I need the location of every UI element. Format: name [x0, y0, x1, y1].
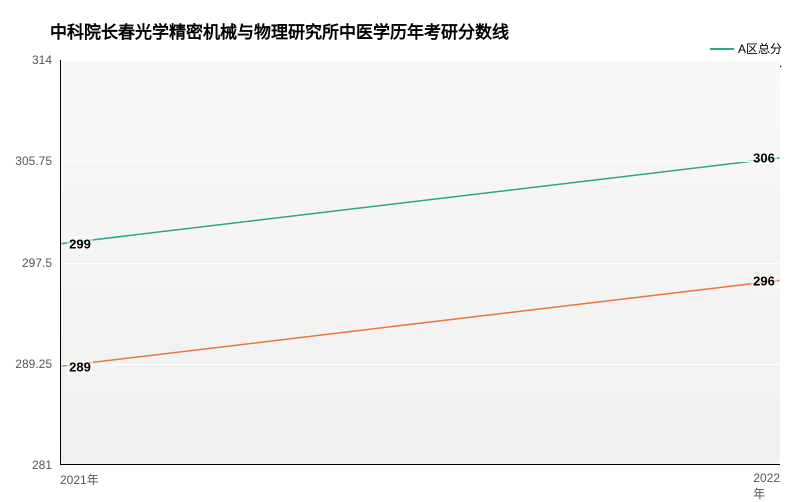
data-point-label: 289 — [67, 359, 93, 374]
legend-item-a: A区总分 — [710, 40, 782, 57]
data-point-label: 306 — [751, 151, 777, 166]
series-line-0 — [61, 158, 779, 244]
gridline — [61, 60, 780, 61]
gridline — [61, 263, 780, 264]
chart-title: 中科院长春光学精密机械与物理研究所中医学历年考研分数线 — [50, 18, 509, 43]
gridline — [61, 364, 780, 365]
legend-swatch-a — [710, 48, 734, 50]
data-point-label: 296 — [751, 273, 777, 288]
legend-label-a: A区总分 — [738, 40, 782, 57]
gridline — [61, 161, 780, 162]
x-tick-label: 2022年 — [753, 471, 780, 502]
data-point-label: 299 — [67, 237, 93, 252]
series-line-1 — [61, 280, 779, 366]
x-tick-label: 2021年 — [60, 471, 99, 488]
plot-area — [60, 60, 780, 465]
line-chart: 中科院长春光学精密机械与物理研究所中医学历年考研分数线 A区总分 B区总分 28… — [0, 0, 800, 500]
